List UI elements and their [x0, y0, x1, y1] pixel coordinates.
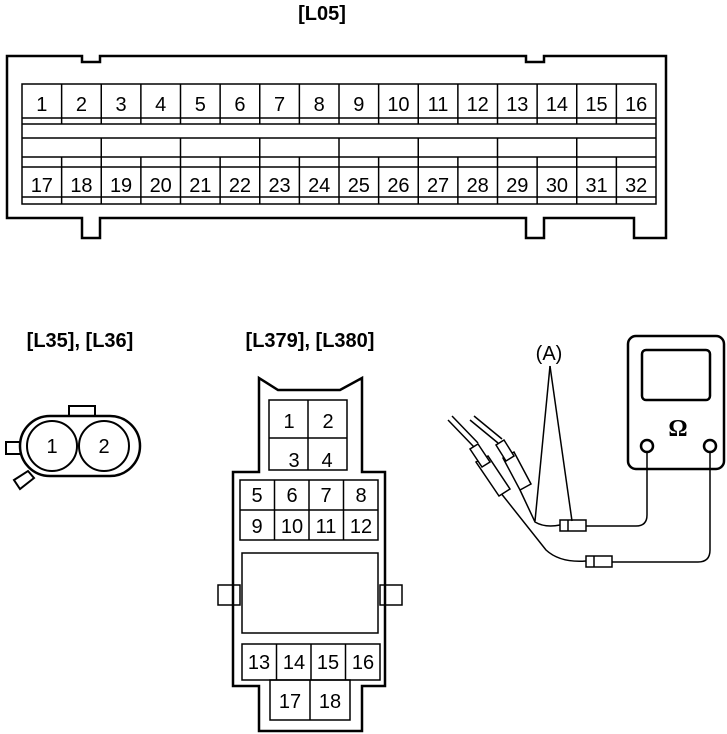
l05-pin-top-2: 3 — [116, 94, 127, 116]
l05-pin-top-10: 11 — [428, 94, 449, 116]
callout-a-label: (A) — [536, 343, 563, 365]
l379-l380-pin-labels: 1 2 3 4 5 6 7 8 9 10 11 12 13 14 15 16 1… — [248, 411, 374, 713]
l05-pin-top-5: 6 — [234, 94, 245, 116]
l05-pin-bottom-7: 24 — [308, 175, 330, 197]
l379-pin: 10 — [281, 516, 303, 538]
l05-pin-bottom-11: 28 — [467, 175, 489, 197]
l379-l380-title: [L379], [L380] — [246, 330, 375, 352]
l05-middle-strip — [100, 138, 578, 157]
l379-pin: 8 — [355, 485, 366, 507]
l379-pin: 7 — [320, 485, 331, 507]
l05-pin-top-14: 15 — [585, 94, 607, 116]
l05-bottom-row: 17 18 19 20 21 22 23 24 25 26 27 28 29 30 31 32 — [31, 157, 647, 204]
l379-pin: 9 — [251, 516, 262, 538]
l379-pin: 15 — [317, 652, 339, 674]
l379-pin: 12 — [350, 516, 372, 538]
test-leads — [447, 365, 711, 568]
l379-l380-housing — [231, 375, 387, 733]
l05-pin-bottom-0: 17 — [31, 175, 53, 197]
l379-pin: 18 — [319, 691, 341, 713]
l05-pin-top-9: 10 — [387, 94, 409, 116]
l05-title: [L05] — [298, 3, 346, 25]
multimeter — [626, 334, 726, 471]
l05-pin-top-11: 12 — [467, 94, 489, 116]
l379-pin: 2 — [322, 411, 333, 433]
l35-l36-title: [L35], [L36] — [27, 330, 134, 352]
l379-pin: 13 — [248, 652, 270, 674]
l05-pin-top-6: 7 — [274, 94, 285, 116]
l05-pin-top-15: 16 — [625, 94, 647, 116]
l05-pin-bottom-10: 27 — [427, 175, 449, 197]
l379-pin: 17 — [279, 691, 301, 713]
l05-pin-bottom-9: 26 — [387, 175, 409, 197]
l379-pin: 6 — [286, 485, 297, 507]
l05-pin-top-7: 8 — [314, 94, 325, 116]
ohm-symbol: Ω — [668, 416, 687, 442]
l05-pin-bottom-12: 29 — [506, 175, 528, 197]
l05-pin-bottom-4: 21 — [189, 175, 211, 197]
l35-l36-connector — [5, 405, 142, 491]
l35-pin-1: 1 — [46, 436, 57, 458]
l379-pin: 11 — [316, 516, 337, 538]
l05-pin-bottom-6: 23 — [268, 175, 290, 197]
l379-pin: 4 — [321, 450, 332, 472]
l05-pin-top-4: 5 — [195, 94, 206, 116]
l379-pin: 5 — [251, 485, 262, 507]
l35-pin-2: 2 — [98, 436, 109, 458]
l05-pin-top-0: 1 — [36, 94, 47, 116]
l05-pin-top-1: 2 — [76, 94, 87, 116]
l05-pin-top-13: 14 — [546, 94, 568, 116]
l05-pin-bottom-1: 18 — [70, 175, 92, 197]
l379-pin: 14 — [283, 652, 305, 674]
l05-pin-top-8: 9 — [353, 94, 364, 116]
l05-pin-top-12: 13 — [506, 94, 528, 116]
l05-pin-bottom-13: 30 — [546, 175, 568, 197]
l05-pin-bottom-15: 32 — [625, 175, 647, 197]
l05-pin-bottom-8: 25 — [348, 175, 370, 197]
l379-pin: 16 — [352, 652, 374, 674]
l05-top-row: 1 2 3 4 5 6 7 8 9 10 11 12 13 14 15 16 — [36, 84, 647, 124]
l379-pin: 3 — [288, 450, 299, 472]
l05-pin-top-3: 4 — [155, 94, 166, 116]
l05-pin-bottom-2: 19 — [110, 175, 132, 197]
l05-connector — [5, 54, 668, 240]
l05-pin-bottom-14: 31 — [585, 175, 607, 197]
l379-pin: 1 — [283, 411, 294, 433]
l379-l380-inner — [217, 399, 403, 721]
l05-pin-bottom-5: 22 — [229, 175, 251, 197]
l05-pin-bottom-3: 20 — [150, 175, 172, 197]
